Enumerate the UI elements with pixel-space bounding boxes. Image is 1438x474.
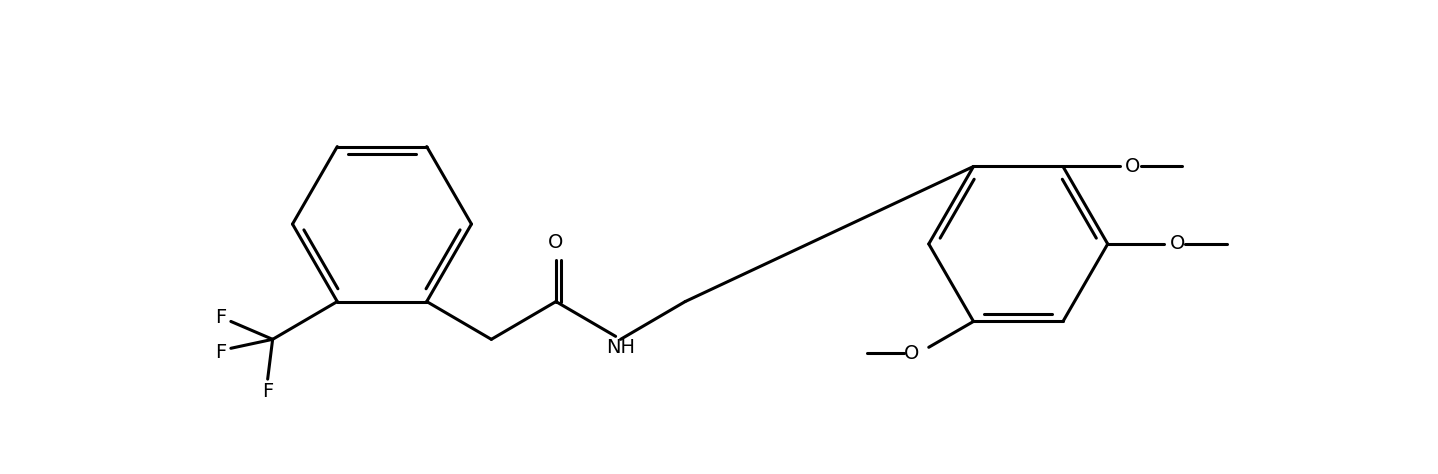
- Text: F: F: [216, 343, 227, 362]
- Text: O: O: [1169, 235, 1185, 254]
- Text: O: O: [1125, 157, 1140, 176]
- Text: NH: NH: [605, 338, 636, 357]
- Text: F: F: [262, 382, 273, 401]
- Text: F: F: [216, 308, 227, 327]
- Text: O: O: [905, 344, 919, 363]
- Text: O: O: [548, 233, 564, 253]
